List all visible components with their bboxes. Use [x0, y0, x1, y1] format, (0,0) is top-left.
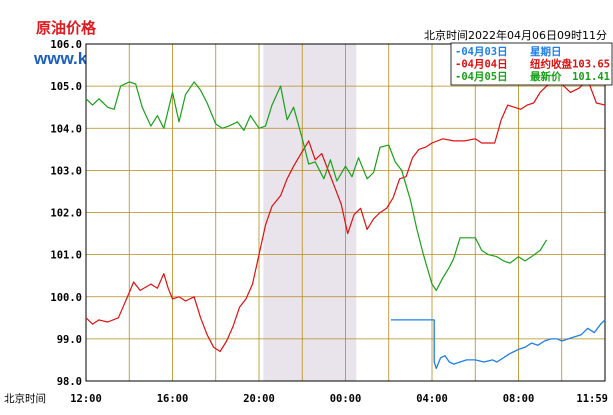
legend-label: 最新价 — [530, 70, 562, 83]
chart-title: 原油价格 — [36, 19, 97, 37]
y-tick-label: 100.0 — [50, 292, 82, 304]
y-tick-label: 104.0 — [50, 123, 82, 135]
y-tick-label: 103.0 — [50, 165, 82, 177]
y-tick-label: 105.0 — [50, 81, 82, 93]
legend-label: 纽约收盘 — [530, 58, 572, 71]
plot-border — [85, 43, 606, 382]
x-tick-label: 20:00 — [243, 393, 275, 405]
series-lines — [85, 79, 606, 370]
legend-label: 星期日 — [530, 45, 562, 58]
x-tick-label: 04:00 — [416, 393, 448, 405]
x-tick-label: 12:00 — [70, 393, 102, 405]
y-axis-ticks: 98.0 99.0 100.0 101.0 102.0 103.0 104.0 105.0 10… — [50, 39, 82, 388]
grid-lines — [85, 43, 606, 382]
legend-box — [450, 42, 613, 86]
legend-date: -04月05日 — [455, 71, 508, 83]
y-tick-label: 99.0 — [57, 334, 82, 346]
x-tick-label: 08:00 — [503, 393, 535, 405]
series-line-3 — [85, 81, 548, 291]
x-tick-label: 16:00 — [157, 393, 189, 405]
x-tick-label: 00:00 — [330, 393, 362, 405]
legend-date: -04月04日 — [455, 59, 508, 71]
x-axis-label: 北京时间 — [4, 392, 46, 405]
timestamp: 北京时间2022年04月06日09时11分 — [424, 28, 607, 42]
y-tick-label: 101.0 — [50, 250, 82, 262]
series-line-2 — [85, 79, 606, 353]
legend-value: 103.65 — [572, 59, 610, 71]
x-tick-label: 11:59 — [576, 393, 608, 405]
legend-date: -04月03日 — [455, 46, 508, 58]
legend: -04月03日 星期日 -04月04日 纽约收盘 103.65 -04月05日 最新价 101… — [450, 42, 613, 86]
series-line-1 — [390, 319, 606, 370]
y-tick-label: 102.0 — [50, 208, 82, 220]
x-axis-ticks: 12:00 16:00 20:00 00:00 04:00 08:00 11:59 — [70, 393, 608, 405]
y-tick-label: 98.0 — [57, 376, 82, 388]
y-tick-label: 106.0 — [50, 39, 82, 51]
legend-value: 101.41 — [572, 71, 610, 83]
